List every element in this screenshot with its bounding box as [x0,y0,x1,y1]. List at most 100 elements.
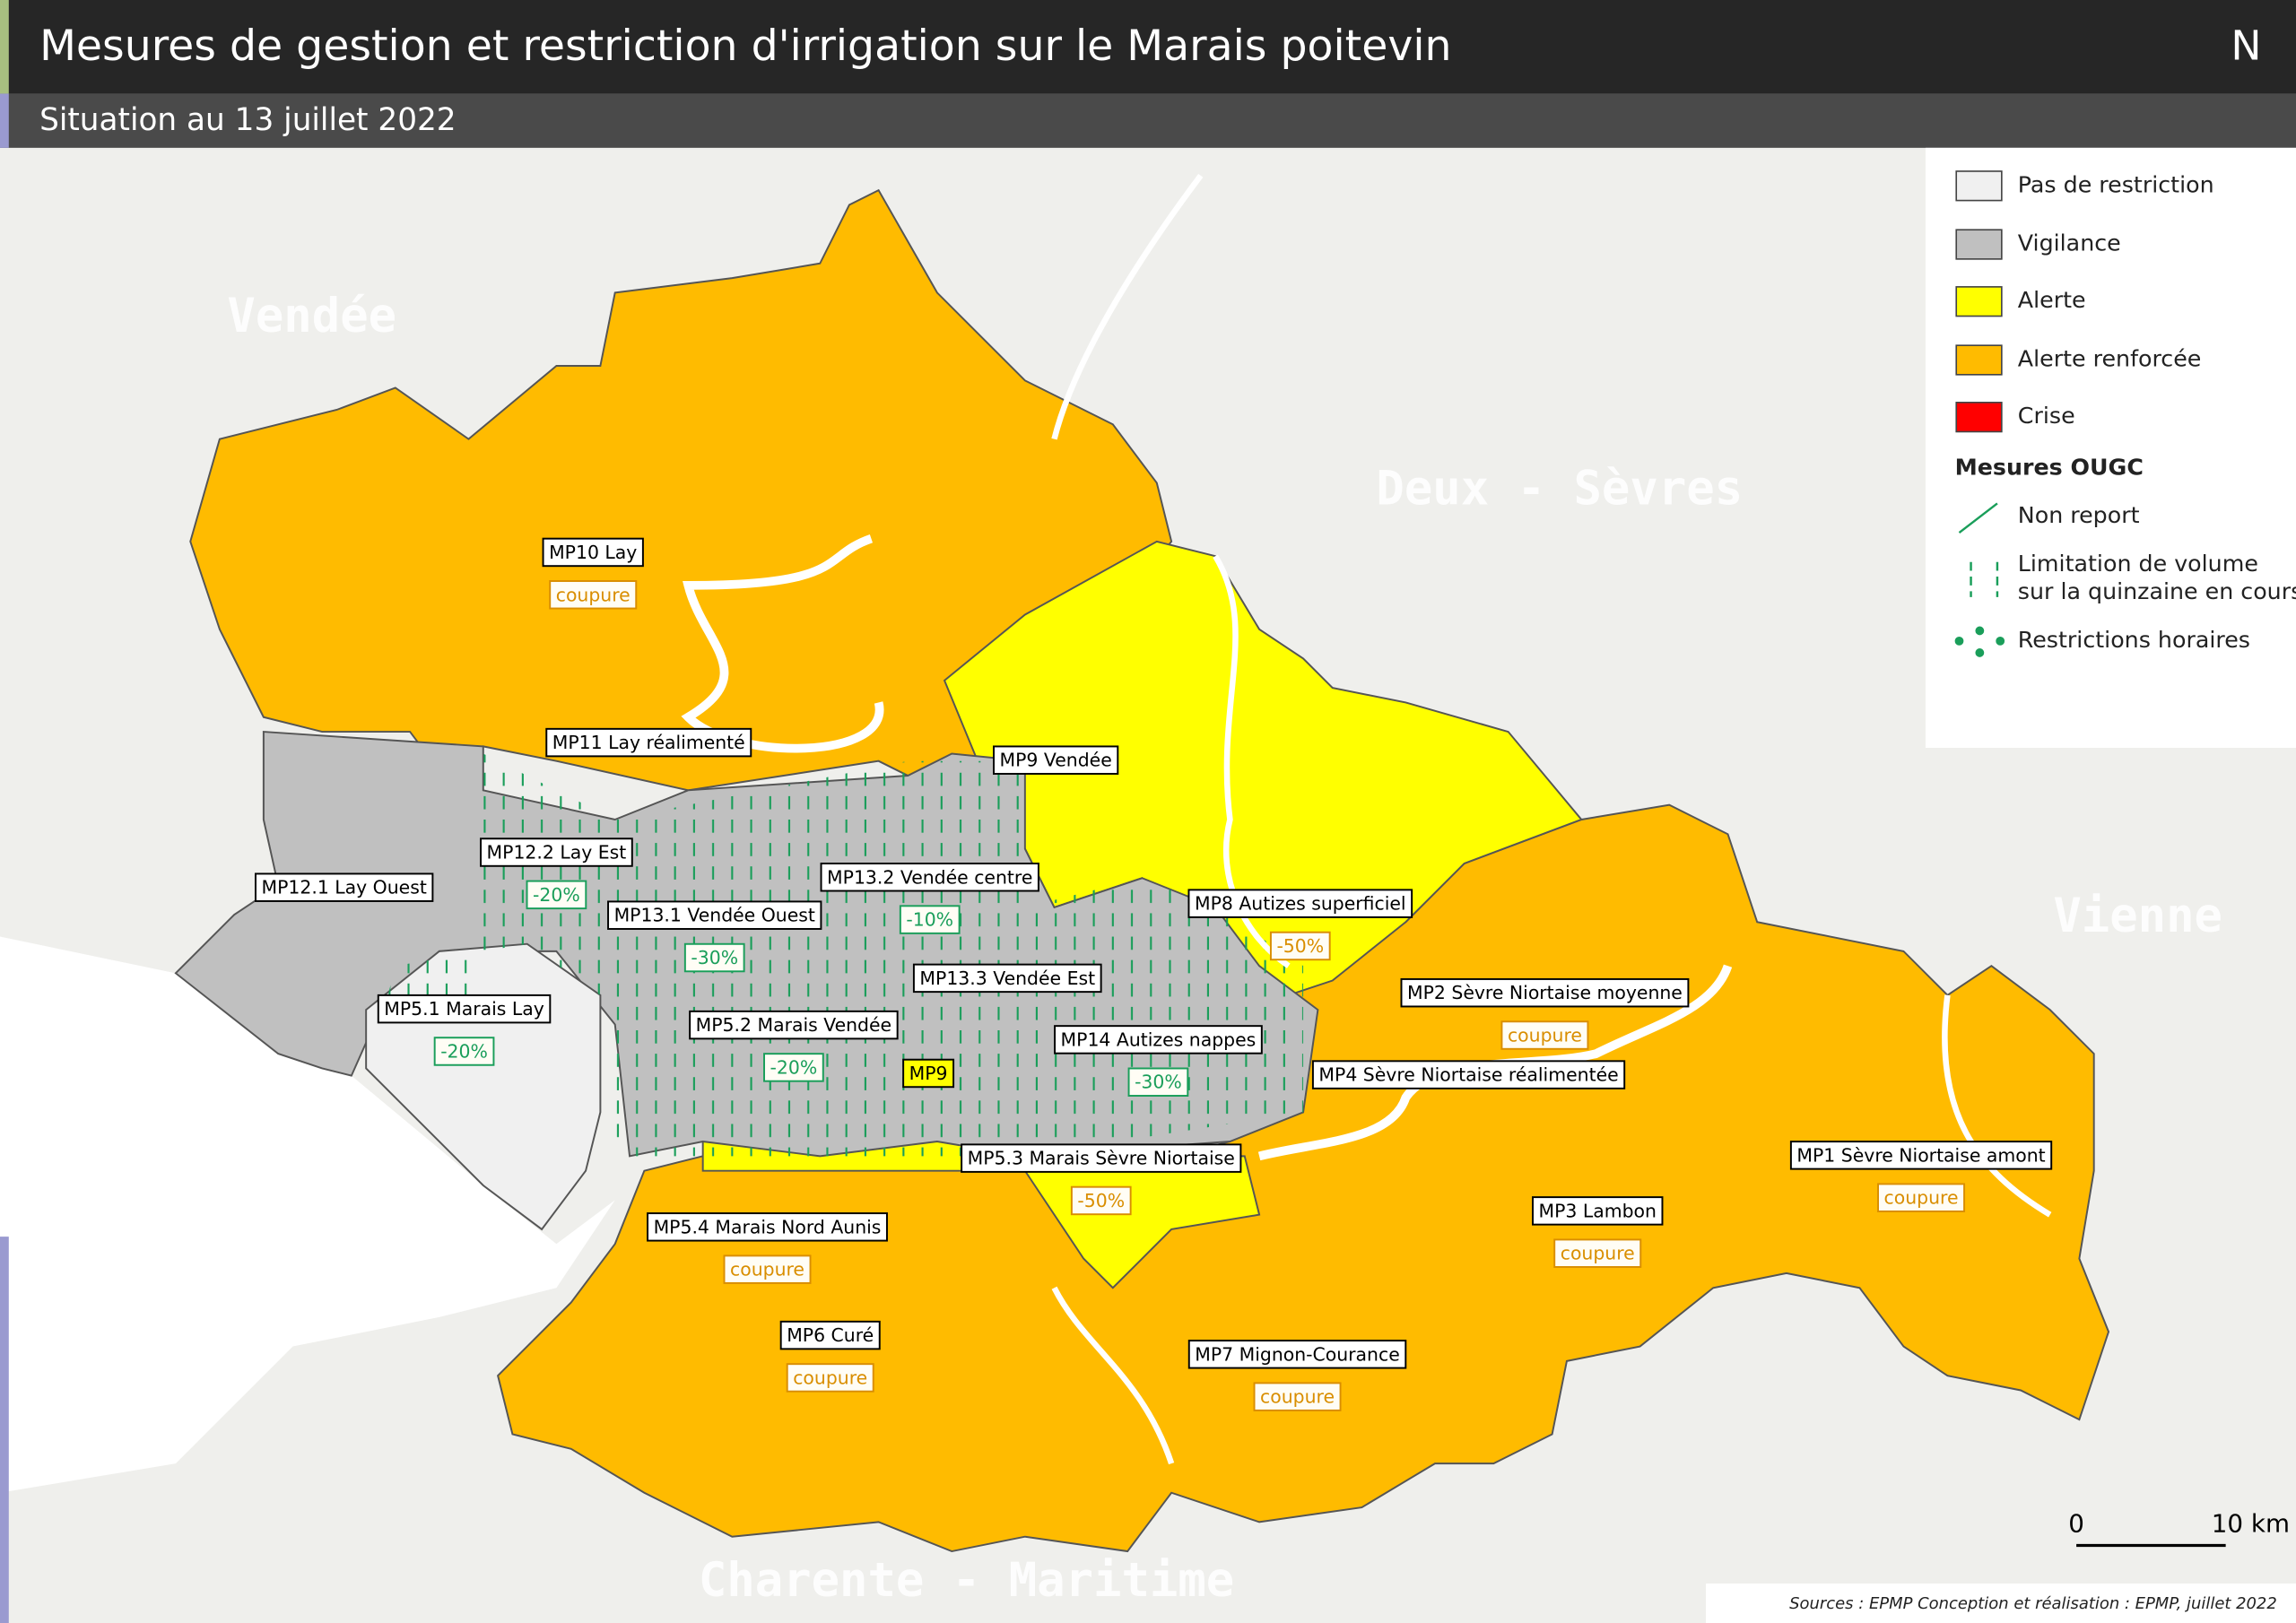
measure-label-box [1253,1382,1342,1411]
measure-label: coupure [1508,1025,1582,1046]
measure-label: -30% [1135,1072,1182,1093]
measure-label: -50% [1276,935,1324,957]
zone-label: MP11 Lay réalimenté [552,732,745,753]
sources: Sources : EPMP Conception et réalisation… [1789,1594,2277,1613]
zone-label: MP12.2 Lay Est [487,842,627,864]
zone-label-box [480,838,633,867]
zone-label: MP8 Autizes superficiel [1195,893,1406,915]
measure-label: -30% [691,947,738,968]
legend-symbol [1996,636,2005,646]
zone-label: MP9 Vendée [1000,750,1112,771]
measure-label-box [786,1363,874,1393]
legend-subtitle: Mesures OUGC [1955,454,2144,480]
scale-label: 10 km [2212,1509,2290,1539]
zone-label-box [254,872,434,902]
legend-label: Alerte renforcée [2018,345,2202,371]
legend-swatch [1955,344,2003,376]
measure-label: coupure [1561,1243,1635,1264]
zone-label: MP6 Curé [787,1324,874,1346]
measure-label-box [433,1037,495,1066]
zone-label-box [647,1212,888,1242]
measure-label-box [1500,1020,1589,1050]
zone-label-box [689,1010,899,1040]
scale-label: 0 [2068,1509,2084,1539]
zone-label: MP13.1 Vendée Ouest [614,905,815,926]
legend-swatch [1955,170,2003,202]
title: Mesures de gestion et restriction d'irri… [39,22,1451,71]
zone-label-box [993,745,1119,775]
legend-symbol [1975,626,1985,636]
measure-label: coupure [1884,1187,1959,1209]
accent [0,93,9,148]
zone-label-box [779,1320,881,1350]
zone-label: MP14 Autizes nappes [1061,1028,1257,1050]
legend-swatch [1955,286,2003,317]
zone-label: MP4 Sèvre Niortaise réalimentée [1318,1064,1618,1086]
measure-label-box [1877,1183,1966,1212]
zone-label-box [1187,889,1413,918]
zone-label: MP5.3 Marais Sèvre Niortaise [968,1148,1235,1169]
measure-label: coupure [1260,1386,1335,1408]
zone-label-box [1532,1196,1664,1226]
department-label: Vienne [2053,890,2222,943]
measure-label: coupure [556,584,631,605]
zone-label: MP13.3 Vendée Est [919,968,1095,989]
legend-swatch [1955,402,2003,433]
legend-label: Limitation de volume [2018,551,2258,577]
zone-label-box [820,863,1039,892]
measure-label-box [1553,1238,1642,1268]
legend-label: Non report [2018,502,2140,528]
sea [0,936,615,1493]
zone-label-box [902,1058,955,1089]
measure-label: -20% [770,1056,818,1078]
zone-label-box [1789,1141,2053,1170]
subtitle: Situation au 13 juillet 2022 [39,102,457,138]
measure-label-box [549,580,638,610]
legend-label: Vigilance [2018,230,2121,256]
legend-symbol [1954,636,1964,646]
zone-label-box [545,727,752,758]
zone-label: MP9 [909,1063,948,1084]
zone-label: MP13.2 Vendée centre [827,866,1032,888]
measure-label-box [763,1053,824,1082]
legend-symbol [1975,648,1985,657]
zone-label-box [961,1143,1242,1173]
measure-label-box [723,1254,812,1284]
measure-label-box [683,942,745,973]
measure-label: -20% [533,884,580,906]
measure-label: -20% [440,1040,488,1062]
legend-label: Restrictions horaires [2018,627,2250,653]
zone-label: MP10 Lay [549,542,637,563]
measure-label-box [899,905,961,934]
accent [0,1237,9,1623]
measure-label: -10% [906,909,953,931]
zone-label-box [1311,1060,1626,1089]
zone-label: MP2 Sèvre Niortaise moyenne [1407,982,1683,1003]
measure-label: -50% [1077,1190,1125,1211]
legend-label: Pas de restriction [2018,171,2214,197]
zone-label: MP5.4 Marais Nord Aunis [654,1216,882,1237]
north-arrow: N [2231,22,2261,69]
zone-label: MP5.1 Marais Lay [384,998,544,1020]
zone-label-box [542,537,644,568]
zone-label-box [377,994,552,1024]
legend-label: sur la quinzaine en cours [2018,578,2296,604]
measure-label-box [1127,1067,1189,1097]
legend-label: Alerte [2018,287,2086,313]
zone-label-box [1187,1340,1407,1369]
measure-label: coupure [730,1259,804,1280]
measure-label-box [1070,1185,1132,1216]
legend-label: Crise [2018,403,2075,429]
sources-box [1706,1583,2296,1623]
department-label: Vendée [227,290,396,343]
zone-label: MP7 Mignon-Courance [1195,1343,1399,1365]
zone-label: MP1 Sèvre Niortaise amont [1796,1144,2045,1166]
legend-swatch [1955,229,2003,260]
legend-symbol [1958,502,1998,534]
department-label: Deux - Sèvres [1376,462,1743,516]
subtitle-bar [0,93,2296,148]
measure-label-box [526,880,587,910]
zone-label: MP5.2 Marais Vendée [696,1014,891,1036]
